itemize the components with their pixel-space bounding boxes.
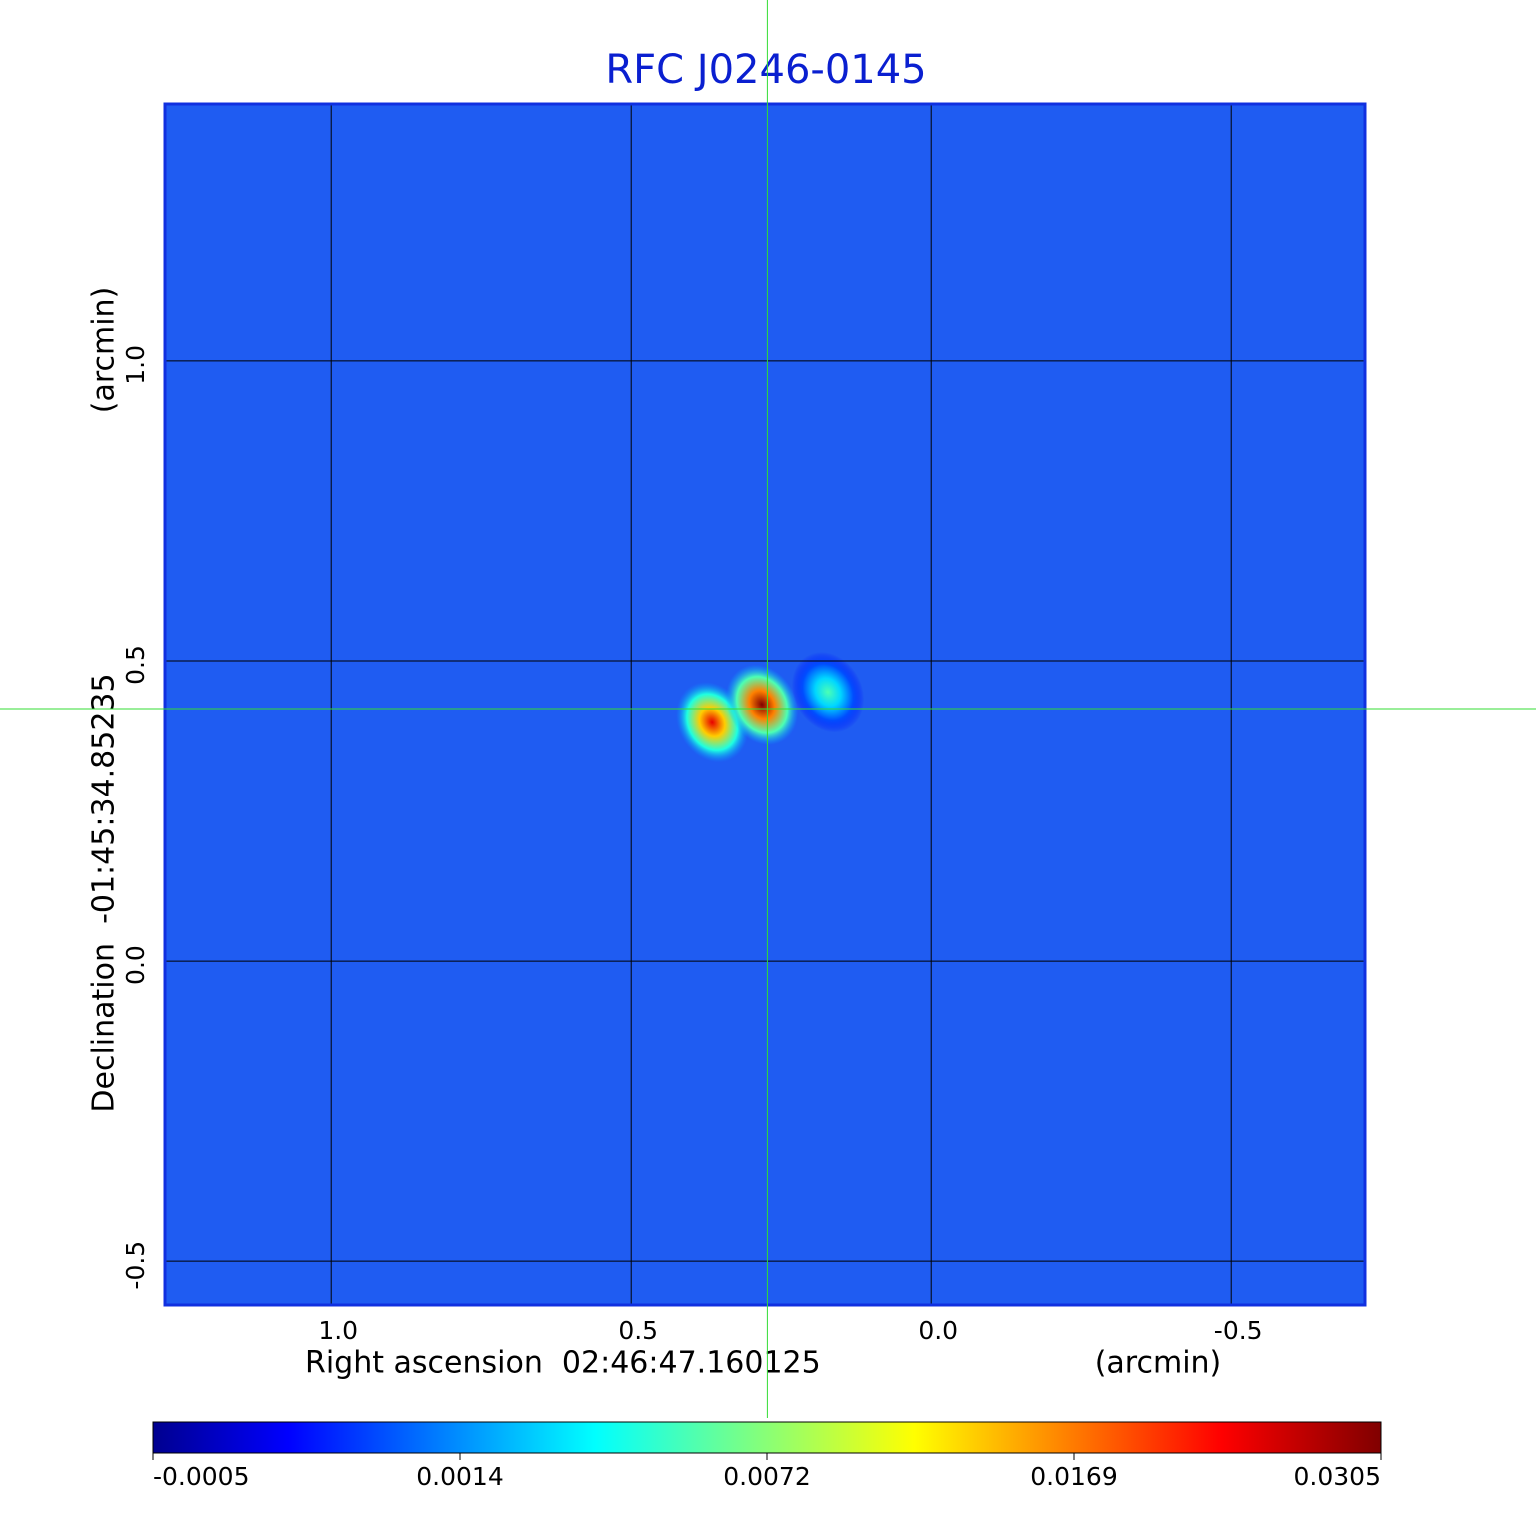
colorbar-tick-label: -0.0005	[153, 1462, 250, 1491]
y-axis-unit: (arcmin)	[87, 287, 122, 414]
grid	[165, 104, 1365, 1305]
source	[791, 652, 865, 733]
y-tick-label: 0.0	[121, 945, 150, 985]
y-tick-label: 0.5	[121, 645, 150, 685]
chart-title: RFC J0246-0145	[605, 47, 926, 93]
x-axis-label: Right ascension 02:46:47.160125	[305, 1346, 821, 1381]
x-tick-label: 0.0	[918, 1316, 958, 1345]
colorbar-tick-label: 0.0014	[416, 1462, 503, 1491]
overlay	[0, 0, 1536, 1418]
colorbar-tick-label: 0.0072	[723, 1462, 810, 1491]
colorbar	[152, 1421, 1382, 1454]
x-tick-label: -0.5	[1214, 1316, 1263, 1345]
colorbar-tick-label: 0.0305	[1294, 1462, 1381, 1491]
x-tick-label: 1.0	[318, 1316, 358, 1345]
sources	[676, 652, 865, 763]
colorbar-tick-label: 0.0169	[1030, 1462, 1117, 1491]
y-tick-label: -0.5	[121, 1241, 150, 1290]
y-tick-label: 1.0	[121, 345, 150, 385]
y-axis-label: Declination -01:45:34.85235	[87, 673, 122, 1112]
source	[725, 664, 799, 745]
map-frame	[163, 102, 1367, 1307]
x-axis-unit: (arcmin)	[1095, 1346, 1222, 1381]
x-tick-label: 0.5	[618, 1316, 658, 1345]
